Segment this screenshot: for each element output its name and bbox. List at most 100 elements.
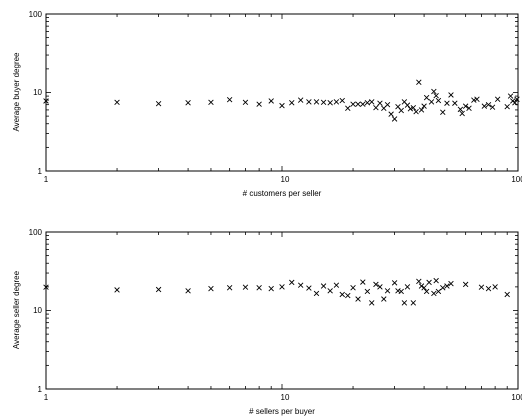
- data-point: [155, 286, 162, 293]
- data-point: [345, 105, 351, 111]
- data-point: [474, 96, 480, 102]
- data-point: [398, 288, 404, 295]
- data-point: [364, 288, 371, 295]
- data-point: [426, 279, 432, 286]
- data-point: [512, 100, 518, 106]
- data-point: [327, 100, 333, 106]
- data-point: [404, 102, 411, 108]
- data-point: [448, 92, 454, 98]
- plot-frame-bottom: [45, 231, 519, 390]
- x-tick-label-bottom-10: 10: [281, 393, 290, 402]
- data-point: [440, 109, 446, 115]
- y-tick-label-bottom-10: 10: [33, 306, 42, 315]
- data-point: [369, 99, 375, 105]
- data-point: [435, 97, 442, 104]
- data-point: [428, 99, 435, 105]
- data-point: [462, 281, 469, 288]
- data-point: [418, 283, 425, 289]
- data-point: [306, 99, 312, 105]
- chart-bottom: 100 10 1 1 10 100 # sellers per buyer Av…: [12, 228, 522, 416]
- data-point: [306, 285, 312, 291]
- data-point: [431, 290, 437, 297]
- data-point: [268, 98, 274, 104]
- chart-top: 100 10 1 1 10 100 # customers per seller…: [12, 10, 522, 198]
- data-point: [327, 288, 333, 294]
- data-point: [410, 104, 417, 111]
- data-point: [423, 94, 430, 101]
- data-point: [289, 100, 295, 106]
- data-point: [289, 279, 295, 286]
- data-point: [242, 99, 249, 106]
- data-point: [297, 282, 304, 288]
- data-point: [489, 104, 496, 110]
- data-point: [507, 93, 514, 99]
- data-point: [185, 100, 191, 106]
- data-point: [407, 106, 414, 112]
- data-point: [339, 291, 345, 298]
- data-point: [279, 102, 285, 109]
- data-point: [360, 101, 366, 107]
- markers-bottom: [43, 277, 510, 306]
- data-point: [185, 288, 191, 294]
- data-point: [504, 103, 510, 110]
- data-point: [381, 296, 387, 302]
- y-tick-label-top-100: 100: [29, 10, 43, 19]
- markers-top: [43, 79, 520, 122]
- data-point: [364, 100, 371, 106]
- data-point: [339, 97, 345, 104]
- data-point: [481, 103, 488, 109]
- data-point: [345, 292, 351, 299]
- data-point: [350, 285, 356, 291]
- data-point: [494, 96, 501, 102]
- data-point: [485, 285, 492, 292]
- data-point: [471, 97, 477, 103]
- x-tick-label-top-1: 1: [44, 175, 49, 184]
- data-point: [226, 96, 233, 103]
- data-point: [444, 283, 450, 289]
- plot-frame-top: [45, 13, 519, 172]
- data-point: [423, 288, 430, 295]
- y-axis-label-top: Average buyer degree: [12, 52, 21, 132]
- data-point: [478, 284, 485, 290]
- data-point: [413, 108, 419, 115]
- data-point: [457, 106, 464, 113]
- data-point: [268, 285, 274, 292]
- data-point: [208, 99, 214, 106]
- data-point: [313, 99, 320, 105]
- data-point: [320, 283, 327, 289]
- data-point: [226, 285, 233, 291]
- data-point: [485, 101, 492, 108]
- data-point: [256, 285, 262, 291]
- data-point: [391, 280, 398, 286]
- data-point: [350, 101, 356, 107]
- y-tick-label-top-10: 10: [33, 88, 42, 97]
- data-point: [440, 285, 446, 291]
- data-point: [421, 103, 427, 109]
- data-point: [333, 99, 340, 105]
- data-point: [377, 284, 383, 290]
- data-point: [320, 99, 327, 106]
- data-point: [433, 92, 439, 99]
- data-point: [355, 296, 361, 302]
- data-point: [208, 285, 214, 292]
- data-point: [373, 104, 379, 111]
- x-tick-label-bottom-1: 1: [44, 393, 49, 402]
- data-point: [459, 110, 465, 117]
- data-point: [452, 100, 458, 106]
- data-point: [398, 107, 404, 114]
- x-axis-label-bottom: # sellers per buyer: [249, 407, 315, 416]
- data-point: [433, 277, 439, 284]
- data-point: [377, 100, 383, 106]
- data-point: [462, 103, 469, 109]
- data-point: [466, 105, 472, 111]
- y-tick-label-bottom-1: 1: [38, 385, 43, 394]
- data-point: [279, 284, 285, 290]
- x-tick-label-top-100: 100: [511, 175, 522, 184]
- data-point: [435, 288, 442, 295]
- data-point: [492, 284, 498, 290]
- y-tick-label-top-1: 1: [38, 167, 43, 176]
- data-point: [421, 285, 427, 291]
- data-point: [114, 99, 120, 106]
- data-point: [416, 79, 422, 85]
